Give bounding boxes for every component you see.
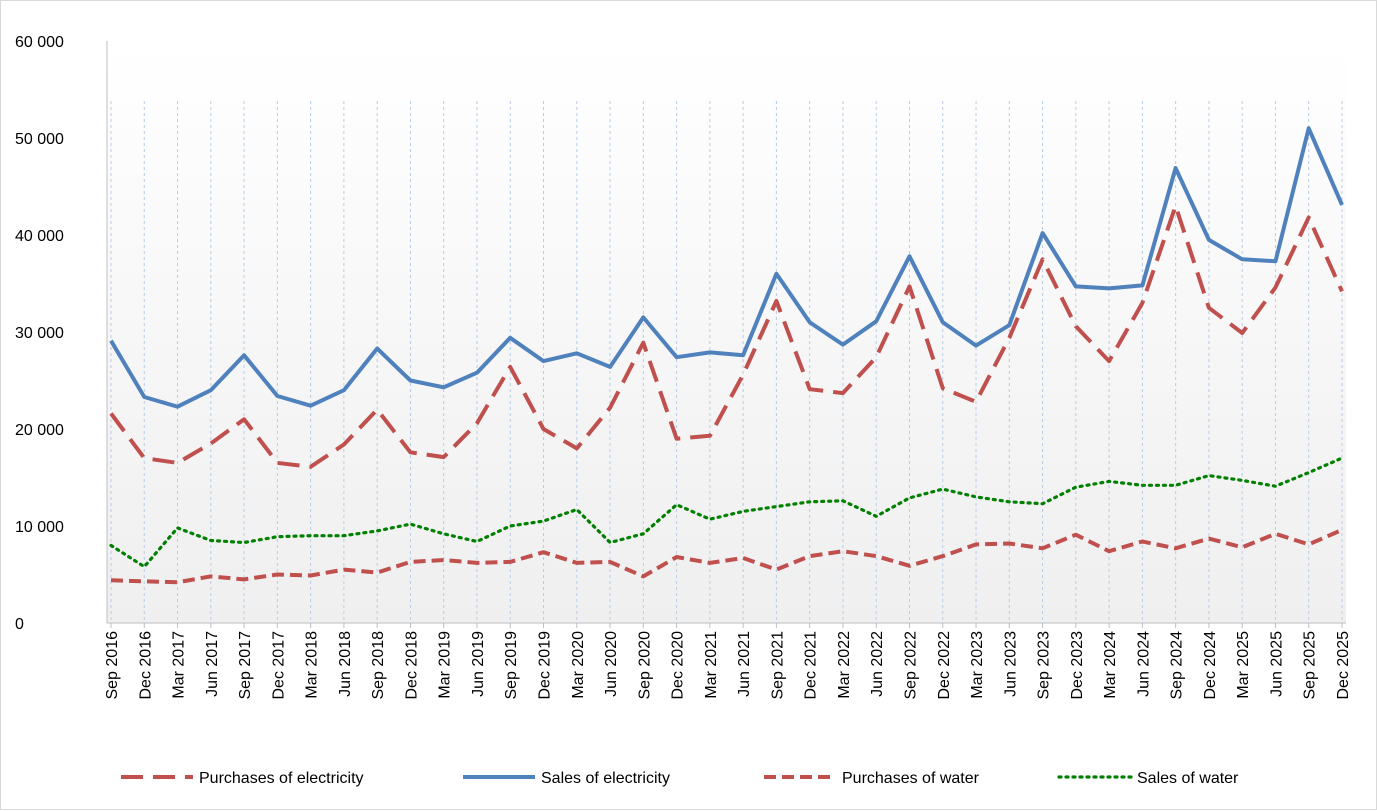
x-tick-label: Sep 2017: [237, 631, 254, 700]
x-tick-label: Jun 2025: [1268, 631, 1285, 697]
x-tick-label: Jun 2022: [869, 631, 886, 697]
x-tick-label: Sep 2023: [1036, 631, 1053, 700]
x-tick-label: Sep 2016: [104, 631, 121, 700]
y-tick-label: 30 000: [15, 325, 64, 342]
x-tick-label: Sep 2022: [902, 631, 919, 700]
x-tick-label: Jun 2021: [736, 631, 753, 697]
x-tick-label: Mar 2024: [1102, 631, 1119, 699]
x-tick-label: Jun 2018: [337, 631, 354, 697]
series-line-purchases-of-water: [110, 528, 1343, 585]
y-tick-label: 0: [15, 616, 24, 633]
y-tick-label: 60 000: [15, 34, 64, 51]
x-tick-label: Mar 2018: [304, 631, 321, 699]
y-tick-label: 20 000: [15, 422, 64, 439]
x-tick-label: Jun 2023: [1002, 631, 1019, 697]
x-tick-label: Sep 2020: [636, 631, 653, 700]
x-tick-label: Dec 2017: [270, 631, 287, 700]
x-tick-label: Dec 2019: [537, 631, 554, 700]
legend-label: Purchases of water: [842, 770, 980, 787]
legend-label: Sales of water: [1137, 770, 1239, 787]
x-tick-label: Dec 2024: [1202, 631, 1219, 700]
x-tick-label: Mar 2023: [969, 631, 986, 699]
x-tick-label: Mar 2025: [1235, 631, 1252, 699]
x-tick-label: Dec 2021: [803, 631, 820, 700]
legend: Purchases of electricity Sales of electri…: [121, 770, 1239, 787]
y-tick-label: 10 000: [15, 519, 64, 536]
x-tick-label: Dec 2022: [936, 631, 953, 700]
x-tick-label: Jun 2024: [1135, 631, 1152, 697]
legend-label: Purchases of electricity: [199, 770, 364, 787]
vertical-gridlines: [110, 101, 1343, 623]
y-tick-label: 40 000: [15, 228, 64, 245]
x-tick-label: Dec 2016: [137, 631, 154, 700]
x-tick-label: Jun 2017: [204, 631, 221, 697]
x-tick-label: Jun 2019: [470, 631, 487, 697]
x-tick-label: Mar 2019: [437, 631, 454, 699]
x-tick-label: Mar 2021: [703, 631, 720, 699]
series-lines: [109, 126, 1344, 585]
y-axis: 0 10 000 20 000 30 000 40 000 50 000 60 000: [15, 34, 108, 633]
x-tick-label: Dec 2025: [1335, 631, 1352, 700]
series-line-sales-of-water: [109, 456, 1344, 569]
x-tick-label: Sep 2021: [769, 631, 786, 700]
x-tick-label: Sep 2019: [503, 631, 520, 700]
x-tick-label: Jun 2020: [603, 631, 620, 697]
series-line-purchases-of-electricity: [109, 203, 1344, 469]
x-tick-label: Mar 2020: [570, 631, 587, 699]
x-tick-label: Sep 2025: [1302, 631, 1319, 700]
x-tick-label: Mar 2017: [171, 631, 188, 699]
x-tick-label: Dec 2020: [670, 631, 687, 700]
x-tick-label: Mar 2022: [836, 631, 853, 699]
x-tick-label: Sep 2018: [370, 631, 387, 700]
legend-label: Sales of electricity: [541, 770, 670, 787]
x-axis: Sep 2016 Dec 2016 Mar 2017 Jun 2017 Sep 2017…: [104, 622, 1352, 700]
x-tick-label: Dec 2018: [403, 631, 420, 700]
x-tick-label: Dec 2023: [1069, 631, 1086, 700]
series-line-sales-of-electricity: [109, 126, 1344, 409]
y-tick-label: 50 000: [15, 131, 64, 148]
plot-area: [107, 41, 1346, 623]
x-tick-label: Sep 2024: [1169, 631, 1186, 700]
